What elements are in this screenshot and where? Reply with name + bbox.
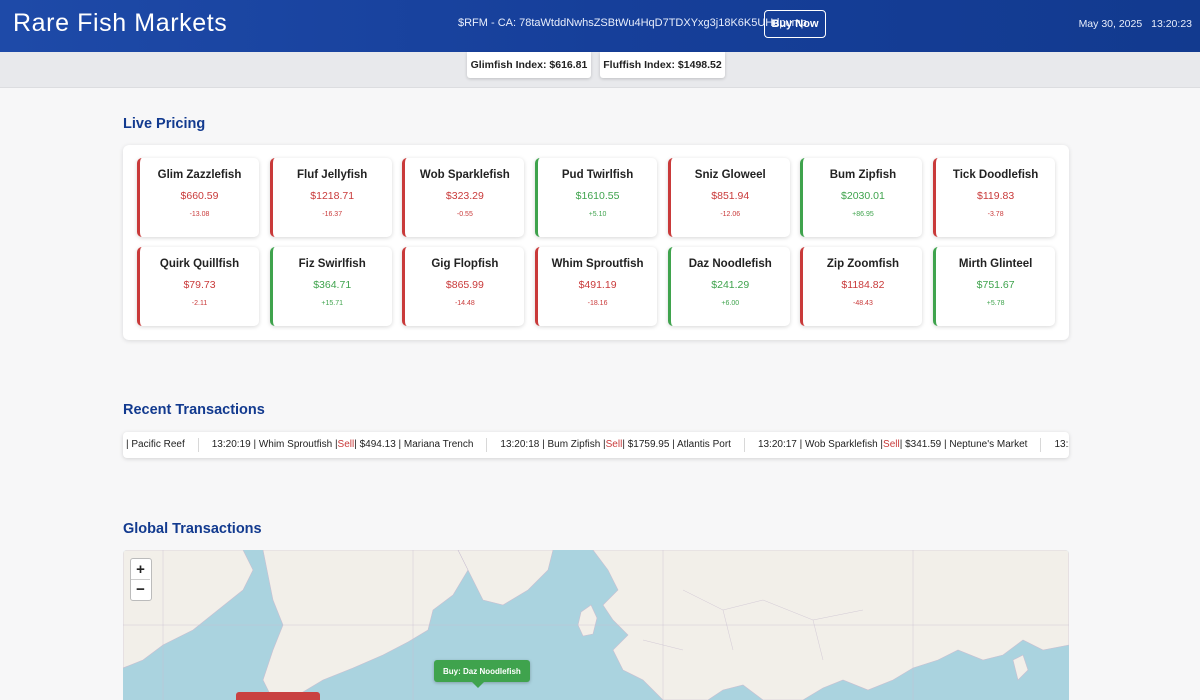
fish-name: Tick Doodlefish [952, 169, 1039, 181]
price-change: -48.43 [853, 300, 873, 307]
price-card[interactable]: Bum Zipfish $2030.01 +86.95 [800, 158, 923, 237]
price-card[interactable]: Wob Sparklefish $323.29 -0.55 [402, 158, 525, 237]
fish-name: Zip Zoomfish [826, 258, 900, 270]
map-transaction-marker-sell[interactable] [236, 692, 320, 700]
fish-price: $751.67 [976, 279, 1015, 291]
transactions-map[interactable]: + − Buy: Daz Noodlefish [123, 550, 1069, 700]
contract-address: $RFM - CA: 78taWtddNwhsZSBtWu4HqD7TDXYxg… [458, 17, 807, 29]
top-header: Rare Fish Markets $RFM - CA: 78taWtddNwh… [0, 0, 1200, 52]
fish-price: $491.19 [578, 279, 617, 291]
tx-details-end: | $1759.95 | Atlantis Port [622, 439, 731, 450]
price-card[interactable]: Zip Zoomfish $1184.82 -48.43 [800, 247, 923, 326]
live-pricing-title: Live Pricing [123, 116, 206, 132]
tx-details-end: | $341.59 | Neptune's Market [899, 439, 1028, 450]
tx-action: Sell [337, 439, 355, 450]
price-card[interactable]: Gig Flopfish $865.99 -14.48 [402, 247, 525, 326]
price-change: +86.95 [852, 211, 874, 218]
ticker-item: | Pacific Reef [126, 438, 199, 452]
price-change: -16.37 [322, 211, 343, 218]
zoom-in-button[interactable]: + [136, 560, 145, 578]
price-change: +15.71 [321, 300, 343, 307]
fish-price: $241.29 [711, 279, 750, 291]
price-change: +6.00 [721, 300, 740, 307]
recent-transactions-title: Recent Transactions [123, 402, 265, 418]
ticker-item: 13:20:18 | Bum Zipfish |Sell| $1759.95 |… [487, 438, 745, 452]
fish-name: Whim Sproutfish [551, 258, 644, 270]
datetime: May 30, 2025 13:20:23 [1079, 18, 1192, 30]
fish-name: Daz Noodlefish [688, 258, 772, 270]
price-card[interactable]: Fiz Swirlfish $364.71 +15.71 [269, 247, 392, 326]
price-card[interactable]: Sniz Gloweel $851.94 -12.06 [667, 158, 790, 237]
transaction-ticker: | Pacific Reef 13:20:19 | Whim Sproutfish… [123, 432, 1069, 458]
global-transactions-title: Global Transactions [123, 521, 262, 537]
ticker-item: 13:20:19 | Whim Sproutfish |Sell| $494.1… [199, 438, 488, 452]
fish-price: $1218.71 [310, 190, 355, 202]
fish-price: $119.83 [977, 190, 1015, 202]
fish-price: $364.71 [313, 279, 352, 291]
price-change: -12.06 [720, 211, 741, 218]
ticker-track: | Pacific Reef 13:20:19 | Whim Sproutfish… [126, 432, 1069, 458]
tx-details: 13:20:16 | [1054, 439, 1069, 450]
price-change: -18.16 [587, 300, 608, 307]
tx-details: 13:20:17 | Wob Sparklefish | [757, 439, 884, 450]
tx-details: 13:20:18 | Bum Zipfish | [500, 439, 606, 450]
price-change: +5.10 [588, 211, 607, 218]
fish-name: Pud Twirlfish [561, 169, 634, 181]
fish-price: $79.73 [183, 279, 216, 291]
fish-name: Mirth Glinteel [958, 258, 1033, 270]
price-card[interactable]: Pud Twirlfish $1610.55 +5.10 [535, 158, 658, 237]
price-card[interactable]: Glim Zazzlefish $660.59 -13.08 [137, 158, 259, 237]
price-change: -13.08 [189, 211, 210, 218]
fish-name: Fluf Jellyfish [297, 169, 368, 181]
current-time: 13:20:23 [1151, 18, 1192, 30]
buy-now-button[interactable]: Buy Now [764, 10, 826, 38]
fish-name: Glim Zazzlefish [157, 169, 242, 181]
price-change: -3.78 [987, 211, 1004, 218]
tx-details-end: | $494.13 | Mariana Trench [354, 439, 474, 450]
fish-price: $1610.55 [575, 190, 620, 202]
price-card-grid: Glim Zazzlefish $660.59 -13.08 Fluf Jellyfi… [137, 158, 1056, 326]
zoom-control: + − [130, 558, 152, 601]
fish-name: Bum Zipfish [829, 169, 897, 181]
fish-price: $865.99 [445, 279, 484, 291]
fish-price: $2030.01 [841, 190, 885, 202]
live-pricing-panel: Glim Zazzlefish $660.59 -13.08 Fluf Jellyfi… [123, 145, 1069, 340]
fish-price: $323.29 [445, 190, 484, 202]
price-change: -0.55 [456, 211, 473, 218]
site-title: Rare Fish Markets [13, 9, 228, 37]
price-change: -14.48 [454, 300, 475, 307]
price-change: -2.11 [191, 300, 208, 307]
fish-name: Wob Sparklefish [419, 169, 510, 181]
fish-price: $1184.82 [841, 279, 885, 291]
fish-price: $851.94 [711, 190, 750, 202]
ticker-item: 13:20:17 | Wob Sparklefish |Sell| $341.5… [745, 438, 1042, 452]
tx-details: | Pacific Reef [126, 439, 185, 450]
tx-details: 13:20:19 | Whim Sproutfish | [211, 439, 338, 450]
price-card[interactable]: Mirth Glinteel $751.67 +5.78 [933, 247, 1056, 326]
fish-name: Gig Flopfish [431, 258, 499, 270]
glimfish-index: Glimfish Index: $616.81 [467, 52, 591, 78]
price-card[interactable]: Daz Noodlefish $241.29 +6.00 [667, 247, 790, 326]
fish-name: Quirk Quillfish [159, 258, 240, 270]
current-date: May 30, 2025 [1078, 18, 1143, 30]
zoom-out-button[interactable]: − [131, 579, 150, 599]
price-card[interactable]: Quirk Quillfish $79.73 -2.11 [137, 247, 259, 326]
map-transaction-marker[interactable]: Buy: Daz Noodlefish [434, 660, 530, 688]
fish-price: $660.59 [180, 190, 219, 202]
fish-name: Sniz Gloweel [694, 169, 766, 181]
ticker-item: 13:20:16 | [1041, 438, 1069, 452]
price-card[interactable]: Whim Sproutfish $491.19 -18.16 [535, 247, 658, 326]
tx-action: Sell [883, 439, 900, 450]
price-change: +5.78 [986, 300, 1005, 307]
fish-name: Fiz Swirlfish [298, 258, 366, 270]
tx-action: Sell [605, 439, 623, 450]
fluffish-index: Fluffish Index: $1498.52 [600, 52, 725, 78]
price-card[interactable]: Fluf Jellyfish $1218.71 -16.37 [269, 158, 392, 237]
price-card[interactable]: Tick Doodlefish $119.83 -3.78 [933, 158, 1056, 237]
map-land [123, 550, 1069, 700]
index-strip: Glimfish Index: $616.81 Fluffish Index: … [0, 52, 1200, 88]
